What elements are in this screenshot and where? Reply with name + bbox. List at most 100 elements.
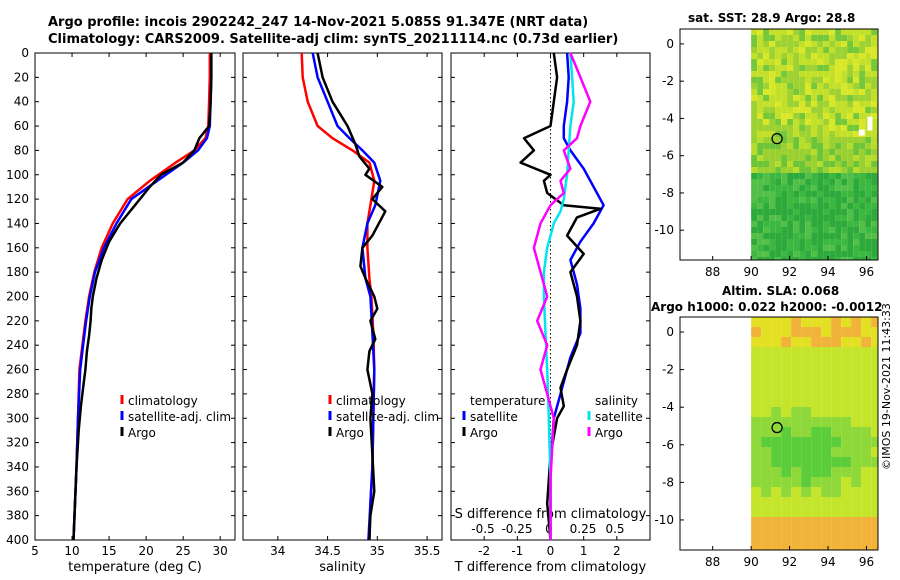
ytick-label: 80 — [14, 143, 29, 157]
xaxis-label-salinity: salinity — [319, 560, 366, 575]
map-field-sst-map — [751, 29, 878, 260]
map-xtick-label: 92 — [782, 555, 797, 569]
ytick-label: 60 — [14, 119, 29, 133]
series-line-argo — [316, 52, 387, 541]
xtick-label: 5 — [31, 544, 39, 558]
ytick-label: 240 — [6, 338, 29, 352]
map-ytick-label: -2 — [662, 74, 674, 88]
series-line-satellite-adj--clim — [311, 52, 382, 541]
map-xtick-label: 96 — [859, 555, 874, 569]
legend-label-salinity: satellite-adj. clim — [336, 410, 439, 424]
xtick-label: 10 — [64, 544, 79, 558]
map-ytick-label: -6 — [662, 149, 674, 163]
map-ytick-label: 0 — [666, 37, 674, 51]
ytick-label: 300 — [6, 411, 29, 425]
legend-label-salinity: climatology — [336, 394, 406, 408]
map-xtick-label: 94 — [820, 555, 835, 569]
xtick-label: 20 — [138, 544, 153, 558]
xtick-label: 34 — [270, 544, 285, 558]
series-line-t-satellite — [549, 52, 605, 540]
ytick-label: 120 — [6, 192, 29, 206]
map-xtick-label: 90 — [743, 265, 758, 279]
xtick-label: 34.5 — [314, 544, 341, 558]
ytick-label: 380 — [6, 509, 29, 523]
map-ytick-label: -8 — [662, 186, 674, 200]
argo-position-marker — [771, 132, 783, 145]
map-ytick-label: -4 — [662, 400, 674, 414]
ytick-label: 20 — [14, 70, 29, 84]
sla-map-title: Altim. SLA: 0.068 — [722, 284, 840, 298]
xtick-label: 35.5 — [414, 544, 441, 558]
series-line-argo — [72, 53, 213, 541]
sst-map-title: sat. SST: 28.9 Argo: 28.8 — [688, 11, 856, 25]
ytick-label: 0 — [21, 46, 29, 60]
ytick-label: 180 — [6, 265, 29, 279]
xtick-label: 30 — [213, 544, 228, 558]
map-border-sst-map — [679, 28, 879, 261]
ytick-label: 320 — [6, 436, 29, 450]
xtick-label: 35 — [370, 544, 385, 558]
legend-label-temperature: climatology — [128, 394, 198, 408]
map-xtick-label: 88 — [705, 265, 720, 279]
legend-label-difference: satellite — [470, 410, 518, 424]
map-xtick-label: 90 — [743, 555, 758, 569]
series-line-s-satellite — [542, 52, 575, 540]
legend-label-difference-s: Argo — [595, 426, 623, 440]
xtick-label: 0 — [547, 544, 555, 558]
legend-label-difference-s: satellite — [595, 410, 643, 424]
map-border-sla-map — [679, 316, 879, 551]
figure-title-line2: Climatology: CARS2009. Satellite-adj cli… — [48, 32, 619, 47]
xtick2-label: 0.5 — [605, 522, 624, 536]
xtick-label: 1 — [580, 544, 588, 558]
series-line-t-argo — [519, 52, 602, 541]
xtick2-label: 0.25 — [570, 522, 597, 536]
map-ytick-label: -10 — [654, 223, 674, 237]
map-xtick-label: 92 — [782, 265, 797, 279]
xtick2-label: -0.5 — [471, 522, 494, 536]
map-ytick-label: -8 — [662, 475, 674, 489]
ytick-label: 280 — [6, 387, 29, 401]
xtick-label: 2 — [613, 544, 621, 558]
map-xtick-label: 88 — [705, 555, 720, 569]
axes-frame-salinity — [242, 52, 443, 541]
ytick-label: 360 — [6, 484, 29, 498]
legend-label-salinity: Argo — [336, 426, 364, 440]
ytick-label: 160 — [6, 241, 29, 255]
ytick-label: 400 — [6, 533, 29, 547]
ytick-label: 140 — [6, 216, 29, 230]
map-field-sla-map — [751, 317, 878, 550]
xaxis-label-temperature: temperature (deg C) — [68, 560, 202, 575]
series-line-s-argo — [532, 52, 592, 540]
ytick-label: 340 — [6, 460, 29, 474]
ytick-label: 260 — [6, 363, 29, 377]
map-ytick-label: -2 — [662, 363, 674, 377]
map-ytick-label: -4 — [662, 111, 674, 125]
xaxis-label-difference: T difference from climatology — [454, 560, 647, 575]
sla-argo-title: Argo h1000: 0.022 h2000: -0.0012 — [651, 300, 883, 314]
legend-title-temperature: temperature — [470, 394, 545, 408]
xtick-label: -1 — [511, 544, 523, 558]
legend-title-salinity: salinity — [595, 394, 638, 408]
map-xtick-label: 96 — [859, 265, 874, 279]
figure-title-line1: Argo profile: incois 2902242_247 14-Nov-… — [48, 15, 589, 30]
axes-frame-temperature — [34, 52, 236, 541]
ytick-label: 40 — [14, 95, 29, 109]
argo-position-marker — [771, 421, 783, 434]
ytick-label: 220 — [6, 314, 29, 328]
xtick-label: 25 — [176, 544, 191, 558]
xtick-label: -2 — [478, 544, 490, 558]
xtick2-label: -0.25 — [501, 522, 532, 536]
xtick-label: 15 — [101, 544, 116, 558]
ytick-label: 200 — [6, 290, 29, 304]
map-xtick-label: 94 — [820, 265, 835, 279]
map-ytick-label: -10 — [654, 513, 674, 527]
map-gap — [858, 129, 865, 136]
legend-label-temperature: Argo — [128, 426, 156, 440]
map-gap — [867, 116, 873, 131]
map-ytick-label: 0 — [666, 325, 674, 339]
series-line-satellite-adj--clim — [72, 53, 213, 541]
map-ytick-label: -6 — [662, 438, 674, 452]
legend-label-temperature: satellite-adj. clim — [128, 410, 231, 424]
ytick-label: 100 — [6, 168, 29, 182]
